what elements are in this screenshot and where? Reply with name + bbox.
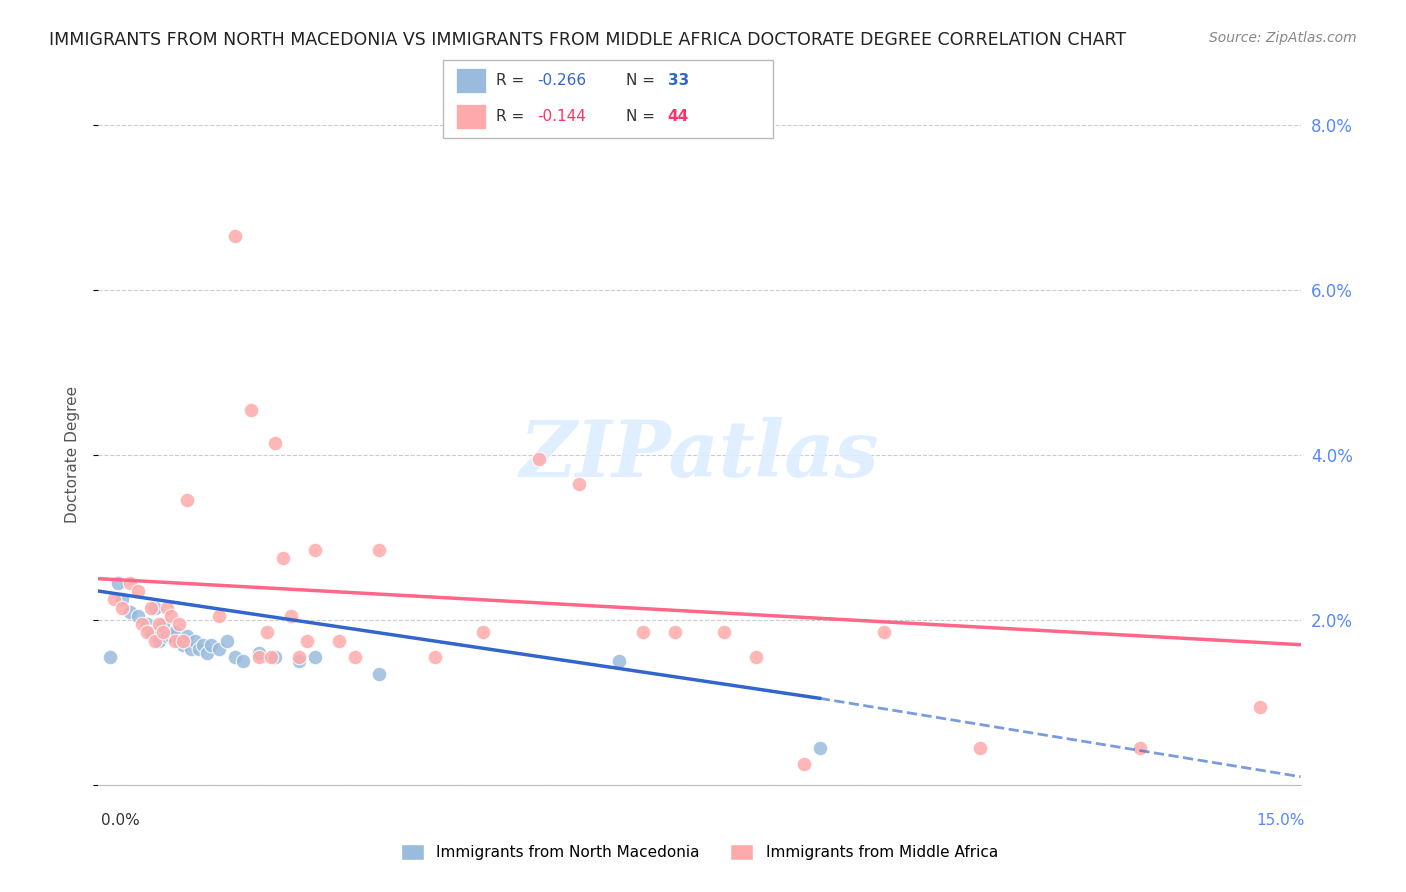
Point (343, 650, 366, 665)
Text: R =: R = (496, 72, 529, 87)
Text: IMMIGRANTS FROM NORTH MACEDONIA VS IMMIGRANTS FROM MIDDLE AFRICA DOCTORATE DEGRE: IMMIGRANTS FROM NORTH MACEDONIA VS IMMIG… (49, 31, 1126, 49)
Point (263, 435, 285, 450)
Point (143, 633, 166, 648)
Point (111, 600, 134, 615)
Point (304, 542, 326, 557)
Text: N =: N = (626, 72, 661, 87)
Point (368, 542, 391, 557)
Point (215, 633, 238, 648)
Point (107, 575, 129, 590)
Text: 15.0%: 15.0% (1257, 814, 1305, 828)
Point (247, 646, 270, 660)
Point (111, 592, 134, 607)
Point (103, 592, 125, 607)
Point (135, 617, 157, 632)
Point (155, 600, 177, 615)
Point (139, 625, 162, 640)
Text: -0.266: -0.266 (537, 72, 586, 87)
Point (131, 617, 153, 632)
Point (664, 625, 686, 640)
Point (152, 625, 174, 640)
Point (120, 575, 142, 590)
Point (176, 493, 198, 508)
Point (167, 617, 190, 632)
Point (148, 617, 170, 632)
Point (176, 630, 198, 644)
Point (1129, 740, 1152, 755)
Y-axis label: Doctorate Degree: Doctorate Degree (65, 386, 80, 524)
Point (152, 617, 174, 632)
Point (423, 650, 446, 665)
Point (304, 650, 326, 665)
Point (368, 666, 391, 681)
Point (143, 600, 166, 615)
Point (969, 740, 991, 755)
Point (280, 608, 302, 623)
Point (195, 646, 218, 660)
Point (187, 641, 209, 656)
Point (148, 633, 170, 648)
Point (633, 625, 655, 640)
Point (744, 650, 766, 665)
Point (247, 650, 270, 665)
Point (155, 630, 177, 644)
Point (183, 633, 205, 648)
Point (135, 625, 157, 640)
Point (100, 650, 122, 665)
Legend: Immigrants from North Macedonia, Immigrants from Middle Africa: Immigrants from North Macedonia, Immigra… (395, 838, 1004, 866)
Text: N =: N = (626, 109, 661, 124)
Point (159, 608, 181, 623)
Point (1250, 699, 1272, 714)
Point (263, 650, 285, 665)
Point (128, 584, 150, 599)
Point (180, 641, 202, 656)
Point (793, 757, 815, 772)
Text: R =: R = (496, 109, 529, 124)
Point (224, 650, 246, 665)
Point (208, 641, 231, 656)
Point (271, 551, 294, 566)
Text: -0.144: -0.144 (537, 109, 586, 124)
Text: ZIPatlas: ZIPatlas (520, 417, 879, 493)
Point (529, 452, 551, 467)
Point (256, 625, 278, 640)
Point (120, 605, 142, 619)
Point (232, 654, 254, 668)
Point (172, 638, 194, 652)
Point (200, 638, 222, 652)
Point (568, 476, 591, 491)
Text: Source: ZipAtlas.com: Source: ZipAtlas.com (1209, 31, 1357, 45)
Point (128, 608, 150, 623)
Point (139, 600, 162, 615)
Point (288, 654, 311, 668)
Point (163, 633, 186, 648)
Point (295, 633, 318, 648)
Point (163, 625, 186, 640)
Point (472, 625, 495, 640)
Bar (456, 68, 486, 93)
Point (172, 633, 194, 648)
Point (609, 654, 631, 668)
Point (713, 625, 735, 640)
Point (208, 608, 231, 623)
Point (808, 740, 831, 755)
Text: 33: 33 (668, 72, 689, 87)
Point (239, 402, 262, 417)
Point (288, 650, 311, 665)
Point (260, 650, 283, 665)
Point (224, 229, 246, 244)
Point (873, 625, 896, 640)
Bar (456, 103, 486, 128)
Point (328, 633, 350, 648)
Point (191, 638, 214, 652)
Text: 44: 44 (668, 109, 689, 124)
Point (167, 633, 190, 648)
Text: 0.0%: 0.0% (101, 814, 141, 828)
Point (159, 630, 181, 644)
